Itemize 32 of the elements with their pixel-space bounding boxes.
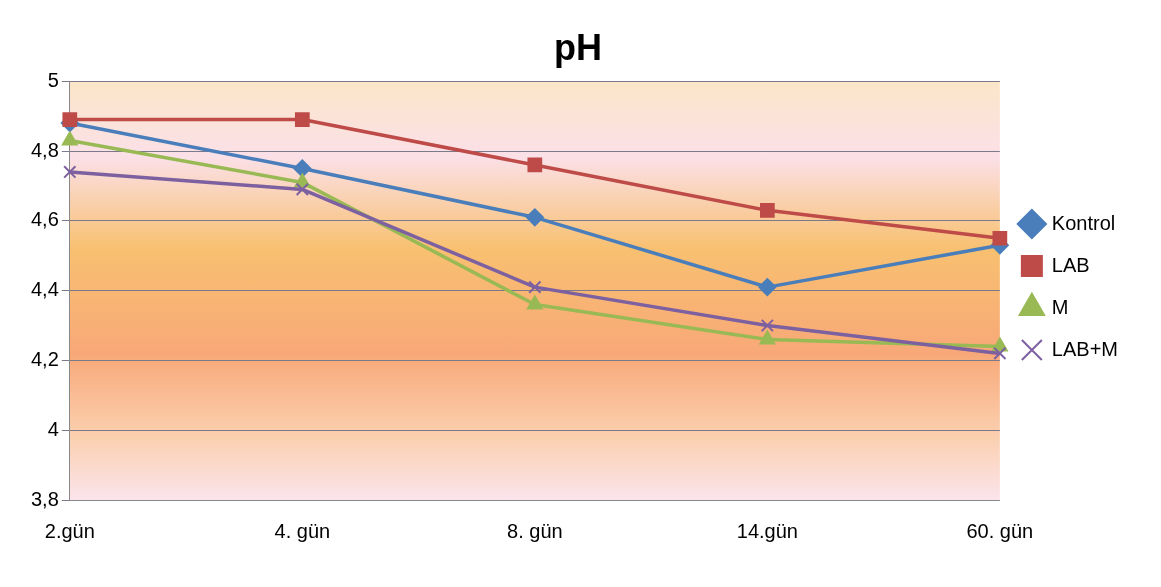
y-tick-label: 4,8 [30,138,59,161]
point [992,230,1008,246]
point [528,280,542,294]
point [527,157,543,173]
legend-label: M [1051,295,1069,318]
legend-label: LAB [1051,253,1090,276]
x-tick-label: 60. gün [966,519,1034,542]
point [760,318,774,333]
point [525,208,544,227]
point [63,165,77,179]
y-tick-label: 4,2 [30,347,59,370]
point [294,112,310,127]
point [62,112,78,127]
chart-title: pH [554,26,602,68]
point [759,330,776,345]
y-tick-label: 3,8 [30,487,59,510]
x-tick-label: 2.gün [44,519,95,542]
point [293,159,312,178]
y-tick-label: 4 [47,417,59,440]
x-tick-label: 14.gün [736,519,798,542]
point [295,182,309,197]
legend-label: LAB+M [1051,337,1119,360]
point [758,278,777,297]
point [526,295,543,310]
y-tick-label: 4,6 [30,208,59,231]
x-tick-label: 8. gün [507,519,563,542]
x-tick-label: 4. gün [274,519,331,542]
point [759,202,775,218]
y-tick-label: 4,4 [30,278,59,301]
point [993,346,1007,361]
y-tick-label: 5 [47,68,59,91]
legend-label: Kontrol [1051,211,1116,234]
